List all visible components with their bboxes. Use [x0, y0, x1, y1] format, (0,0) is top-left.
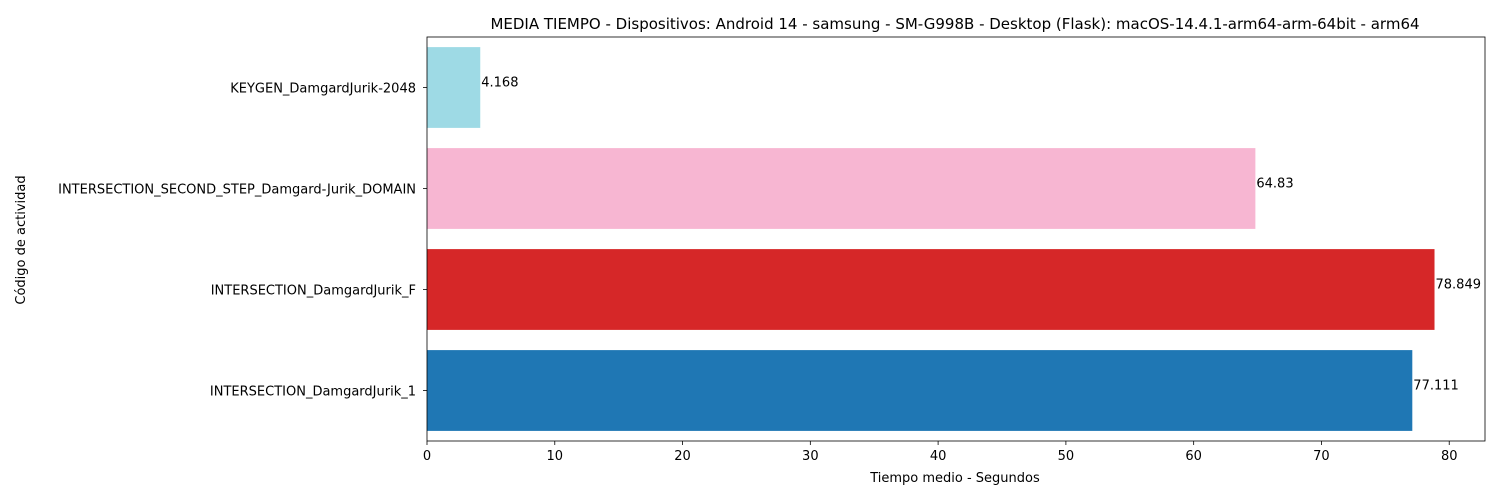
x-tick-label: 0 [423, 449, 431, 464]
bar [427, 148, 1256, 229]
bar [427, 47, 481, 128]
axes-frame [426, 36, 1486, 442]
x-tick-label: 30 [802, 449, 819, 464]
x-tick-label: 70 [1313, 449, 1330, 464]
x-tick-label: 40 [930, 449, 947, 464]
x-tick-label: 20 [674, 449, 691, 464]
y-tick-label: INTERSECTION_SECOND_STEP_Damgard-Jurik_D… [58, 183, 416, 198]
x-tick-label: 10 [547, 449, 564, 464]
data-label: 4.168 [481, 76, 518, 91]
data-label: 77.111 [1413, 379, 1459, 394]
x-tick-label: 60 [1185, 449, 1202, 464]
x-axis-label: Tiempo medio - Segundos [869, 471, 1040, 486]
bar [427, 350, 1413, 431]
x-tick-label: 80 [1441, 449, 1458, 464]
data-label: 78.849 [1436, 278, 1482, 293]
plot-area: 77.111 INTERSECTION_DamgardJurik_1 78.849 I… [58, 36, 1486, 464]
y-tick-label: INTERSECTION_DamgardJurik_1 [210, 385, 416, 400]
bar [427, 249, 1435, 330]
x-tick-label: 50 [1058, 449, 1075, 464]
y-axis-label: Código de actividad [14, 175, 29, 304]
y-tick-label: INTERSECTION_DamgardJurik_F [211, 284, 416, 299]
data-label: 64.83 [1256, 177, 1293, 192]
y-tick-label: KEYGEN_DamgardJurik-2048 [230, 82, 416, 97]
chart-title: MEDIA TIEMPO - Dispositivos: Android 14 … [490, 15, 1419, 33]
